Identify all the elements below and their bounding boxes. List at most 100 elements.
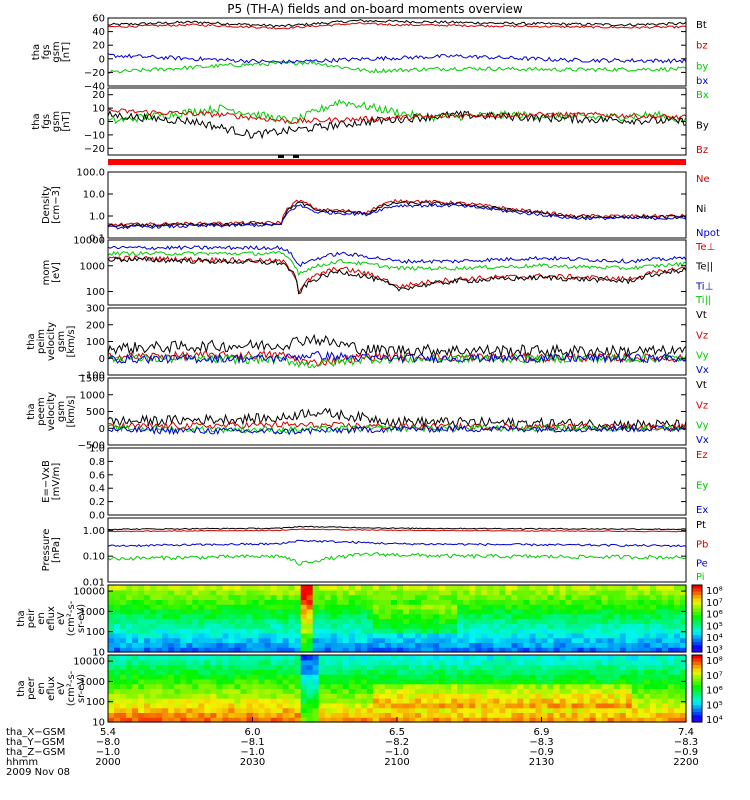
- spectrogram-cell: [643, 637, 651, 643]
- spectrogram-cell: [288, 599, 296, 605]
- spectrogram-cell: [451, 712, 458, 718]
- spectrogram-cell: [565, 674, 573, 680]
- spectrogram-cell: [589, 632, 597, 639]
- spectrogram-cell: [680, 642, 687, 648]
- spectrogram-cell: [342, 585, 350, 591]
- spectrogram-cell: [246, 604, 254, 610]
- spectrogram-cell: [234, 698, 241, 704]
- spectrogram-cell: [637, 589, 645, 596]
- spectrogram-cell: [667, 608, 675, 615]
- spectrogram-cell: [553, 604, 561, 610]
- spectrogram-cell: [493, 632, 500, 639]
- spectrogram-cell: [613, 585, 621, 591]
- spectrogram-cell: [499, 589, 506, 596]
- spectrogram-cell: [186, 618, 193, 624]
- spectrogram-cell: [306, 698, 314, 704]
- spectrogram-cell: [493, 637, 500, 643]
- spectrogram-cell: [625, 599, 633, 605]
- spectrogram-cell: [445, 618, 452, 624]
- spectrogram-cell: [493, 688, 500, 694]
- spectrogram-cell: [270, 594, 278, 600]
- spectrogram-cell: [397, 613, 404, 620]
- spectrogram-cell: [306, 655, 314, 661]
- spectrogram-cell: [463, 585, 470, 591]
- spectrogram-cell: [643, 659, 651, 666]
- series-line-ni: [107, 200, 687, 228]
- spectrogram-cell: [445, 637, 452, 643]
- spectrogram-cell: [469, 717, 476, 723]
- spectrogram-cell: [523, 647, 530, 653]
- spectrogram-cell: [204, 674, 211, 680]
- spectrogram-cell: [264, 712, 272, 718]
- spectrogram-cell: [156, 707, 163, 713]
- spectrogram-cell: [601, 608, 609, 615]
- spectrogram-cell: [240, 678, 248, 685]
- spectrogram-cell: [348, 688, 356, 694]
- spectrogram-cell: [607, 678, 615, 685]
- spectrogram-cell: [156, 585, 163, 591]
- spectrogram-cell: [288, 717, 296, 723]
- spectrogram-cell: [415, 678, 422, 685]
- spectrogram-cell: [300, 628, 308, 634]
- spectrogram-cell: [421, 594, 428, 600]
- spectrogram-cell: [505, 669, 512, 675]
- spectrogram-cell: [240, 618, 248, 624]
- spectrogram-cell: [342, 693, 350, 699]
- spectrogram-cell: [403, 632, 410, 639]
- spectrogram-cell: [649, 702, 657, 709]
- spectrogram-cell: [607, 669, 615, 675]
- y-axis-label: [km/s]: [66, 325, 77, 357]
- spectrogram-cell: [210, 599, 217, 605]
- spectrogram-cell: [372, 599, 380, 605]
- spectrogram-cell: [403, 688, 410, 694]
- spectrogram-cell: [505, 623, 512, 629]
- spectrogram-cell: [674, 707, 681, 713]
- spectrogram-cell: [493, 589, 500, 596]
- spectrogram-cell: [276, 688, 284, 694]
- spectrogram-cell: [354, 712, 362, 718]
- colorbar-tick-label: 10³: [706, 645, 723, 656]
- spectrogram-cell: [553, 628, 561, 634]
- spectrogram-cell: [318, 674, 326, 680]
- spectrogram-cell: [529, 618, 537, 624]
- spectrogram-cell: [511, 608, 518, 615]
- spectrogram-cell: [180, 628, 187, 634]
- spectrogram-cell: [457, 698, 464, 704]
- spectrogram-cell: [511, 712, 518, 718]
- spectrogram-cell: [475, 613, 482, 620]
- spectrogram-cell: [499, 628, 506, 634]
- spectrogram-cell: [246, 683, 254, 690]
- spectrogram-cell: [126, 632, 133, 639]
- spectrogram-cell: [372, 655, 380, 661]
- spectrogram-cell: [649, 664, 657, 670]
- spectrogram-cell: [517, 688, 524, 694]
- spectrogram-cell: [667, 599, 675, 605]
- spectrogram-cell: [162, 655, 169, 661]
- colorbar-cell: [692, 618, 702, 623]
- spectrogram-cell: [216, 712, 223, 718]
- x-axis-value: −8.1: [240, 737, 264, 748]
- spectrogram-cell: [523, 655, 530, 661]
- spectrogram-cell: [457, 642, 464, 648]
- spectrogram-cell: [282, 678, 290, 685]
- spectrogram-cell: [595, 669, 603, 675]
- spectrogram-cell: [204, 659, 211, 666]
- spectrogram-cell: [661, 585, 669, 591]
- spectrogram-cell: [481, 599, 488, 605]
- spectrogram-cell: [427, 707, 434, 713]
- spectrogram-cell: [505, 683, 512, 690]
- spectrogram-cell: [493, 712, 500, 718]
- spectrogram-cell: [565, 669, 573, 675]
- spectrogram-cell: [318, 604, 326, 610]
- spectrogram-cell: [126, 655, 133, 661]
- spectrogram-cell: [378, 608, 386, 615]
- spectrogram-cell: [643, 599, 651, 605]
- y-tick-label: 0: [99, 54, 105, 65]
- spectrogram-cell: [589, 623, 597, 629]
- spectrogram-cell: [138, 674, 145, 680]
- spectrogram-cell: [619, 712, 627, 718]
- spectrogram-cell: [300, 693, 308, 699]
- spectrogram-cell: [252, 613, 260, 620]
- spectrogram-cell: [445, 659, 452, 666]
- spectrogram-cell: [625, 642, 633, 648]
